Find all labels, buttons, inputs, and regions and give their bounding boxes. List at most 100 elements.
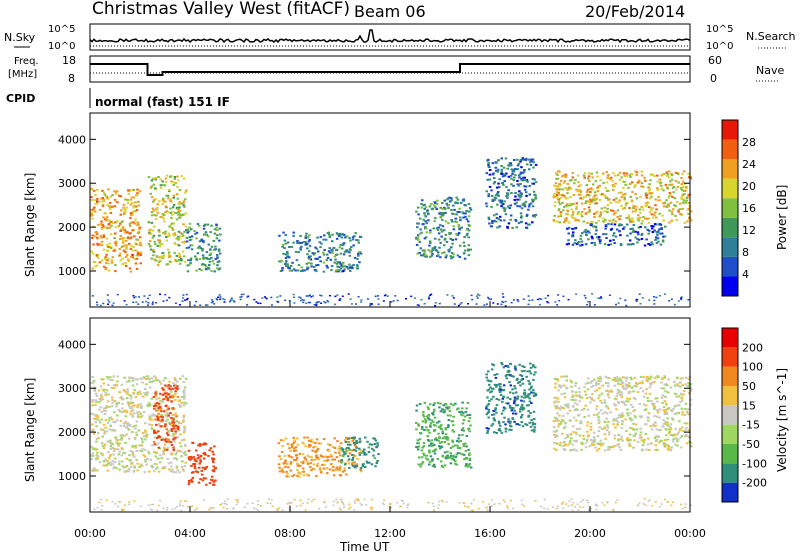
velocity-scatter-cell <box>689 398 692 401</box>
power-scatter-cell <box>136 238 140 241</box>
power-scatter-cell <box>207 243 210 246</box>
power-scatter-cell <box>612 189 615 191</box>
velocity-scatter-cell <box>616 421 620 424</box>
power-scatter-cell <box>529 202 533 205</box>
power-scatter-cell <box>440 230 444 233</box>
velocity-scatter-cell <box>456 447 460 450</box>
velocity-scatter-cell <box>576 503 579 505</box>
power-scatter-cell <box>351 267 354 270</box>
power-scatter-cell <box>437 254 440 257</box>
velocity-scatter-cell <box>583 407 586 410</box>
velocity-scatter-cell <box>266 502 269 504</box>
power-scatter-cell <box>533 178 536 181</box>
power-scatter-cell <box>452 253 455 256</box>
velocity-scatter-cell <box>514 365 517 368</box>
velocity-scatter-cell <box>97 419 100 422</box>
velocity-scatter-cell <box>100 395 103 398</box>
power-scatter-cell <box>487 163 490 166</box>
velocity-scatter-cell <box>662 387 666 390</box>
power-scatter-cell <box>659 232 662 235</box>
velocity-scatter-cell <box>574 399 577 402</box>
velocity-scatter-cell <box>686 384 689 387</box>
velocity-scatter-cell <box>396 502 399 504</box>
velocity-scatter-cell <box>212 507 215 509</box>
power-scatter-cell <box>344 250 347 253</box>
power-scatter-cell <box>653 229 656 232</box>
velocity-scatter-cell <box>165 432 169 435</box>
power-scatter-cell <box>680 188 684 191</box>
power-scatter-cell <box>460 226 463 229</box>
power-scatter-cell <box>135 301 138 303</box>
velocity-scatter-cell <box>612 417 616 420</box>
power-scatter-cell <box>467 244 471 247</box>
velocity-scatter-cell <box>429 443 433 446</box>
power-scatter-cell <box>573 227 577 230</box>
power-scatter-cell <box>658 212 661 215</box>
power-scatter-cell <box>177 252 181 255</box>
power-scatter-cell <box>604 195 607 198</box>
power-scatter-cell <box>596 185 600 188</box>
power-scatter-cell <box>493 177 496 179</box>
velocity-scatter-cell <box>200 469 203 472</box>
power-scatter-cell <box>292 241 295 244</box>
power-scatter-cell <box>461 211 464 214</box>
power-scatter-cell <box>96 188 99 191</box>
velocity-scatter-cell <box>663 410 667 413</box>
velocity-scatter-cell <box>432 404 435 406</box>
velocity-scatter-cell <box>370 443 374 446</box>
power-scatter-cell <box>119 252 122 255</box>
velocity-scatter-cell <box>615 419 619 422</box>
power-scatter-cell <box>568 202 572 205</box>
power-scatter-cell <box>154 243 157 246</box>
velocity-scatter-cell <box>133 425 136 428</box>
power-scatter-cell <box>307 261 311 264</box>
velocity-scatter-cell <box>90 445 93 448</box>
velocity-scatter-cell <box>109 424 112 427</box>
velocity-scatter-cell <box>584 404 587 407</box>
power-scatter-cell <box>306 266 309 269</box>
velocity-scatter-cell <box>620 380 624 383</box>
power-scatter-cell <box>612 172 615 175</box>
power-scatter-cell <box>648 188 652 191</box>
power-scatter-cell <box>136 251 140 254</box>
power-scatter-cell <box>150 179 154 182</box>
power-scatter-cell <box>648 299 651 301</box>
velocity-scatter-cell <box>93 508 96 510</box>
velocity-scatter-cell <box>160 418 164 421</box>
velocity-scatter-cell <box>658 429 661 432</box>
power-scatter-cell <box>288 256 291 259</box>
power-scatter-cell <box>204 265 208 268</box>
velocity-scatter-cell <box>679 377 683 380</box>
power-scatter-cell <box>567 298 570 301</box>
power-scatter-cell <box>230 298 233 300</box>
power-scatter-cell <box>129 247 133 250</box>
power-scatter-cell <box>349 269 352 272</box>
velocity-scatter-cell <box>514 368 518 371</box>
velocity-scatter-cell <box>629 418 632 421</box>
power-scatter-cell <box>495 217 499 219</box>
power-scatter-cell <box>465 234 469 237</box>
velocity-scatter-cell <box>338 474 342 476</box>
velocity-scatter-cell <box>135 420 139 423</box>
power-scatter-cell <box>113 249 117 252</box>
power-scatter-cell <box>418 232 422 235</box>
velocity-scatter-cell <box>124 421 127 424</box>
power-scatter-cell <box>190 235 194 238</box>
velocity-scatter-cell <box>246 502 249 505</box>
velocity-scatter-cell <box>645 379 649 382</box>
power-scatter-cell <box>516 198 519 201</box>
power-scatter-cell <box>632 204 635 207</box>
power-scatter-cell <box>212 239 215 242</box>
power-scatter-cell <box>205 257 208 259</box>
power-scatter-cell <box>202 241 205 244</box>
velocity-scatter-cell <box>669 409 673 412</box>
velocity-scatter-cell <box>111 399 114 401</box>
velocity-scatter-cell <box>578 400 581 403</box>
power-scatter-cell <box>664 183 668 186</box>
power-scatter-cell <box>584 243 588 246</box>
velocity-scatter-cell <box>557 425 560 428</box>
velocity-scatter-cell <box>299 464 302 467</box>
velocity-scatter-cell <box>100 498 103 501</box>
velocity-scatter-cell <box>629 412 632 415</box>
velocity-scatter-cell <box>158 379 161 382</box>
